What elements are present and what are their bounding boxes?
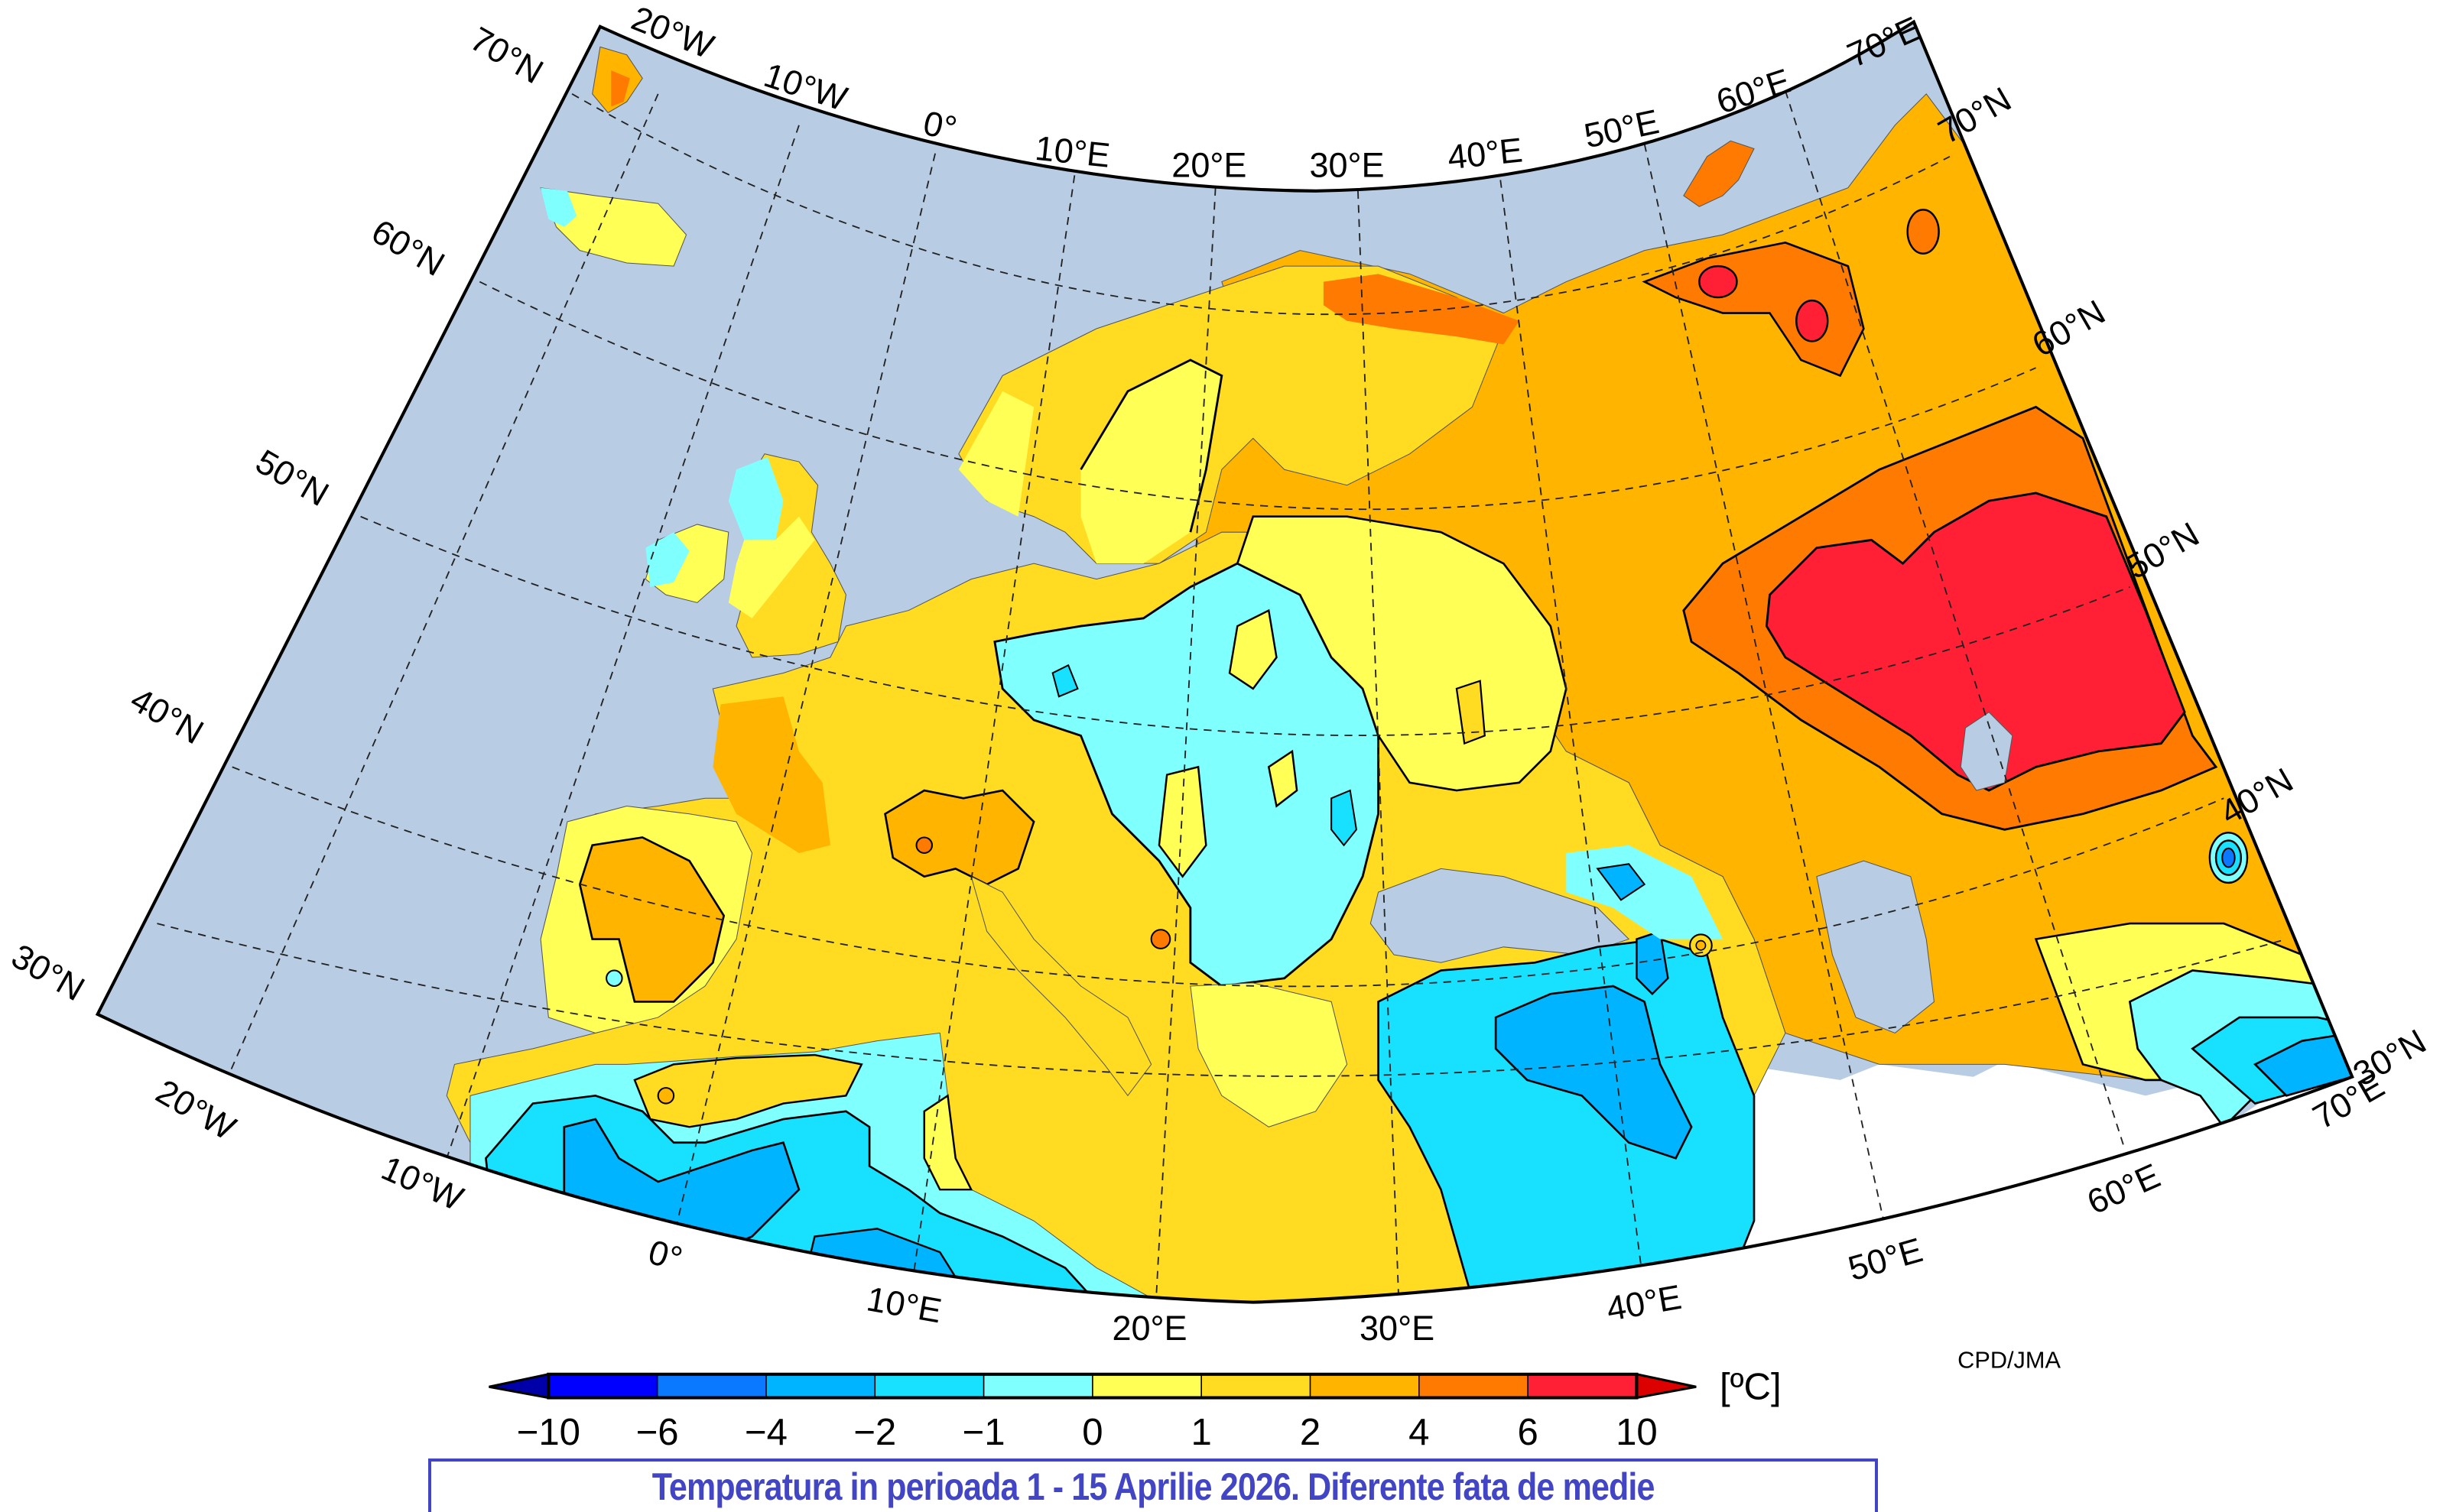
figure-title: Temperatura in perioada 1 - 15 Aprilie 2… [651,1465,1655,1508]
colorbar-tick: −4 [745,1412,788,1453]
colorbar-tick: 10 [1616,1412,1658,1453]
lat-label-right: 70°N [1931,79,2018,151]
lat-label-left: 60°N [365,212,452,284]
credit-label: CPD/JMA [1957,1347,2061,1374]
land-greece [1190,982,1348,1128]
lat-label-right: 50°N [2120,514,2206,586]
scandinavia-yellow [958,359,1222,564]
lon-label-top: 10°E [1033,128,1112,175]
lon-label-bottom: 50°E [1844,1230,1926,1288]
map-frame [95,19,2354,1304]
lon-label-bottom: 20°W [150,1072,243,1148]
lon-label-top: 20°E [1171,145,1246,184]
lon-label-bottom: 10°E [864,1279,945,1330]
lon-label-bottom: 20°E [1112,1309,1187,1348]
colorbar-tick: −2 [853,1412,896,1453]
colorbar-tick: −10 [517,1412,580,1453]
colorbar-tick: −1 [963,1412,1005,1453]
colorbar-tick: 6 [1517,1412,1538,1453]
colorbar-tick: 1 [1191,1412,1212,1453]
colorbar-unit: [ºC] [1720,1367,1782,1408]
colorbar-tick: 4 [1408,1412,1429,1453]
lon-label-top: 0° [920,103,960,148]
lon-label-bottom: 60°E [2081,1156,2165,1222]
lon-label-bottom: 30°E [1360,1309,1434,1348]
finland-orange [1323,274,1519,345]
lat-label-left: 30°N [5,936,92,1008]
caspian-sea [1816,860,1935,1034]
lat-label-left: 40°N [124,680,210,751]
lat-label-right: 30°N [2347,1021,2433,1093]
colorbar: −10 −6 −4 −2 −1 0 1 2 4 6 10 [ºC] [489,1367,1782,1453]
turkey-cool [1377,938,1756,1300]
lon-label-bottom: 0° [645,1232,687,1279]
lon-label-top: 30°E [1309,145,1384,184]
land-iceland [540,187,687,267]
colorbar-tick: −6 [636,1412,679,1453]
lat-label-left: 50°N [249,442,336,514]
land-italy [970,875,1152,1097]
lat-label-left: 70°N [464,19,551,91]
title-box: Temperatura in perioada 1 - 15 Aprilie 2… [428,1458,1878,1512]
graticule [157,90,2287,1303]
lon-label-top: 40°E [1446,130,1525,177]
lat-label-right: 60°N [2026,292,2112,364]
lon-label-bottom: 40°E [1603,1277,1684,1329]
colorbar-tick: 0 [1082,1412,1103,1453]
colorbar-tick: 2 [1300,1412,1321,1453]
